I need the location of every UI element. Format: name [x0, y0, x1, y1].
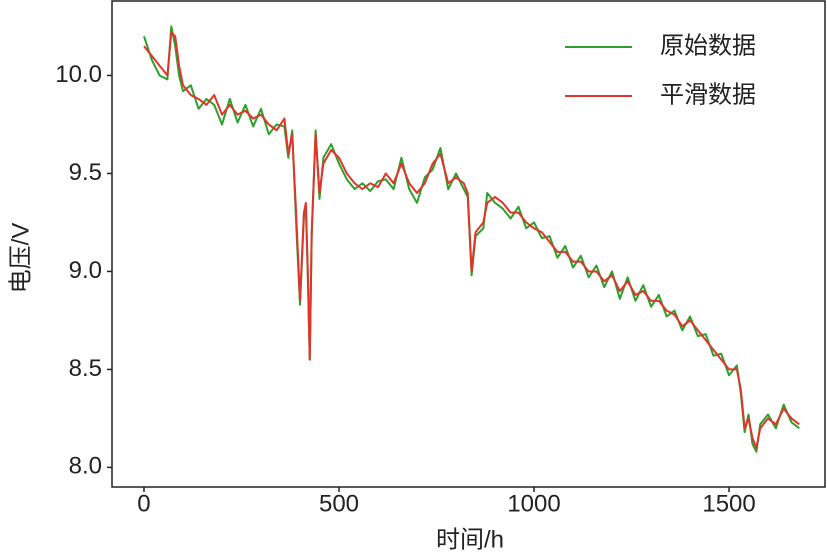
y-tick-label: 10.0 [55, 61, 102, 88]
x-axis-label: 时间/h [436, 526, 504, 553]
y-tick-label: 8.5 [69, 355, 102, 382]
legend-label: 平滑数据 [660, 81, 756, 108]
y-tick-label: 8.0 [69, 453, 102, 480]
y-tick-label: 9.5 [69, 159, 102, 186]
data-line [143, 25, 800, 453]
x-tick-label: 1500 [702, 490, 755, 517]
legend-label: 原始数据 [660, 32, 756, 59]
y-axis-label: 电压/V [7, 223, 34, 294]
plot-frame [111, 0, 826, 488]
x-tick-label: 0 [137, 490, 150, 517]
x-tick-label: 500 [319, 490, 359, 517]
x-tick-label: 1000 [507, 490, 560, 517]
y-tick-label: 9.0 [69, 257, 102, 284]
data-line [143, 31, 800, 449]
